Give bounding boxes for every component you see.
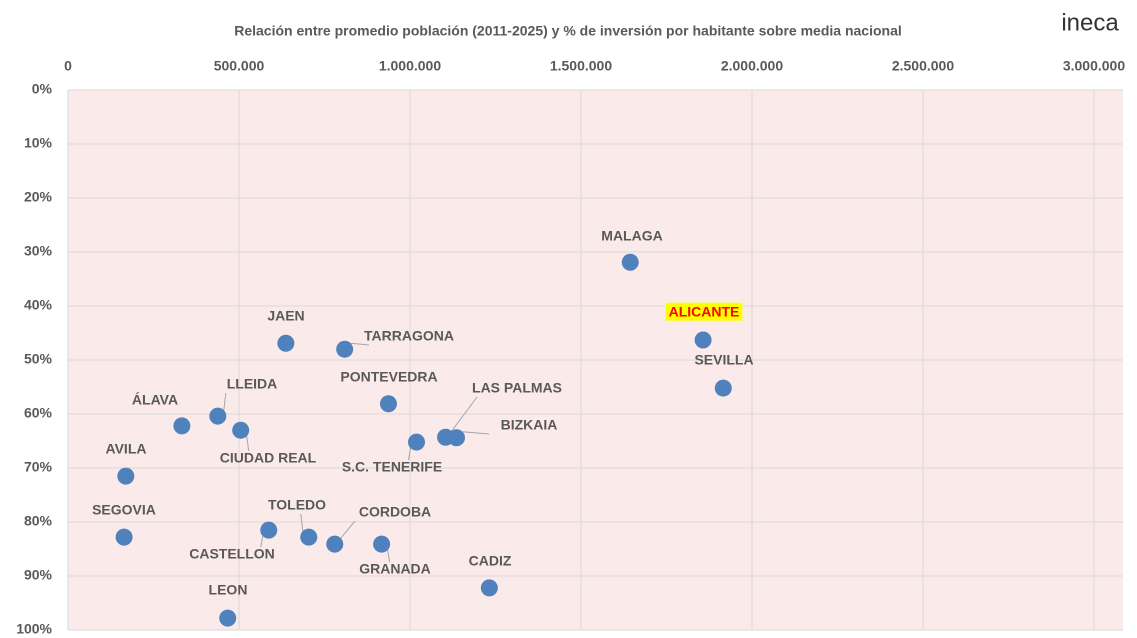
point-label: SEVILLA [694, 352, 753, 368]
leader-line [387, 550, 391, 563]
point [326, 535, 344, 553]
y-tick-label: 10% [24, 135, 53, 151]
point-label: CADIZ [469, 553, 512, 569]
y-tick-label: 50% [24, 351, 53, 367]
y-tick-label: 60% [24, 405, 53, 421]
point [621, 253, 639, 271]
point [232, 421, 250, 439]
point [379, 395, 397, 413]
leader-line [300, 513, 304, 532]
y-tick-label: 0% [32, 81, 53, 97]
point [115, 528, 133, 546]
point [480, 579, 498, 597]
point [219, 609, 237, 627]
point-label: TARRAGONA [364, 328, 454, 344]
point [407, 433, 425, 451]
leader-line [462, 431, 490, 435]
y-tick-label: 30% [24, 243, 53, 259]
point [173, 417, 191, 435]
point [277, 334, 295, 352]
point-label: CORDOBA [359, 504, 431, 520]
chart-title: Relación entre promedio población (2011-… [234, 23, 902, 39]
x-tick-label: 500.000 [214, 58, 265, 74]
point [694, 331, 712, 349]
point [448, 429, 466, 447]
x-tick-label: 0 [64, 58, 72, 74]
y-tick-label: 90% [24, 567, 53, 583]
point-label: S.C. TENERIFE [342, 459, 442, 475]
point-label: ÁLAVA [132, 392, 178, 408]
y-tick-label: 70% [24, 459, 53, 475]
point-label: AVILA [106, 441, 147, 457]
y-tick-label: 80% [24, 513, 53, 529]
point [209, 407, 227, 425]
logo: ineca [1061, 9, 1119, 36]
point-label: LEON [209, 582, 248, 598]
x-tick-label: 2.500.000 [892, 58, 954, 74]
leader-line [350, 342, 370, 346]
leader-line [408, 447, 411, 461]
point [300, 528, 318, 546]
label-highlight [665, 302, 743, 321]
point-label: BIZKAIA [501, 417, 558, 433]
point-label: MALAGA [601, 228, 662, 244]
leader-line [246, 436, 250, 452]
y-tick-label: 40% [24, 297, 53, 313]
leader-line [223, 392, 227, 411]
y-tick-label: 20% [24, 189, 53, 205]
leader-line [340, 520, 356, 539]
x-tick-label: 3.000.000 [1063, 58, 1125, 74]
point-label: JAEN [267, 308, 304, 324]
y-tick-label: 100% [16, 621, 52, 637]
point [260, 521, 278, 539]
point-label: CIUDAD REAL [220, 450, 317, 466]
point-label: ALICANTE [669, 304, 740, 320]
point [373, 535, 391, 553]
x-tick-label: 1.500.000 [550, 58, 612, 74]
point-label: CASTELLON [189, 546, 275, 562]
point-label: PONTEVEDRA [340, 369, 437, 385]
point-label: SEGOVIA [92, 502, 156, 518]
point [336, 340, 354, 358]
point-label: LAS PALMAS [472, 380, 562, 396]
point-label: TOLEDO [268, 497, 326, 513]
leader-line [260, 536, 264, 548]
point [117, 467, 135, 485]
x-tick-label: 1.000.000 [379, 58, 441, 74]
point-label: LLEIDA [227, 376, 278, 392]
point-label: GRANADA [359, 561, 431, 577]
leader-line [451, 396, 478, 432]
point [714, 379, 732, 397]
x-tick-label: 2.000.000 [721, 58, 783, 74]
